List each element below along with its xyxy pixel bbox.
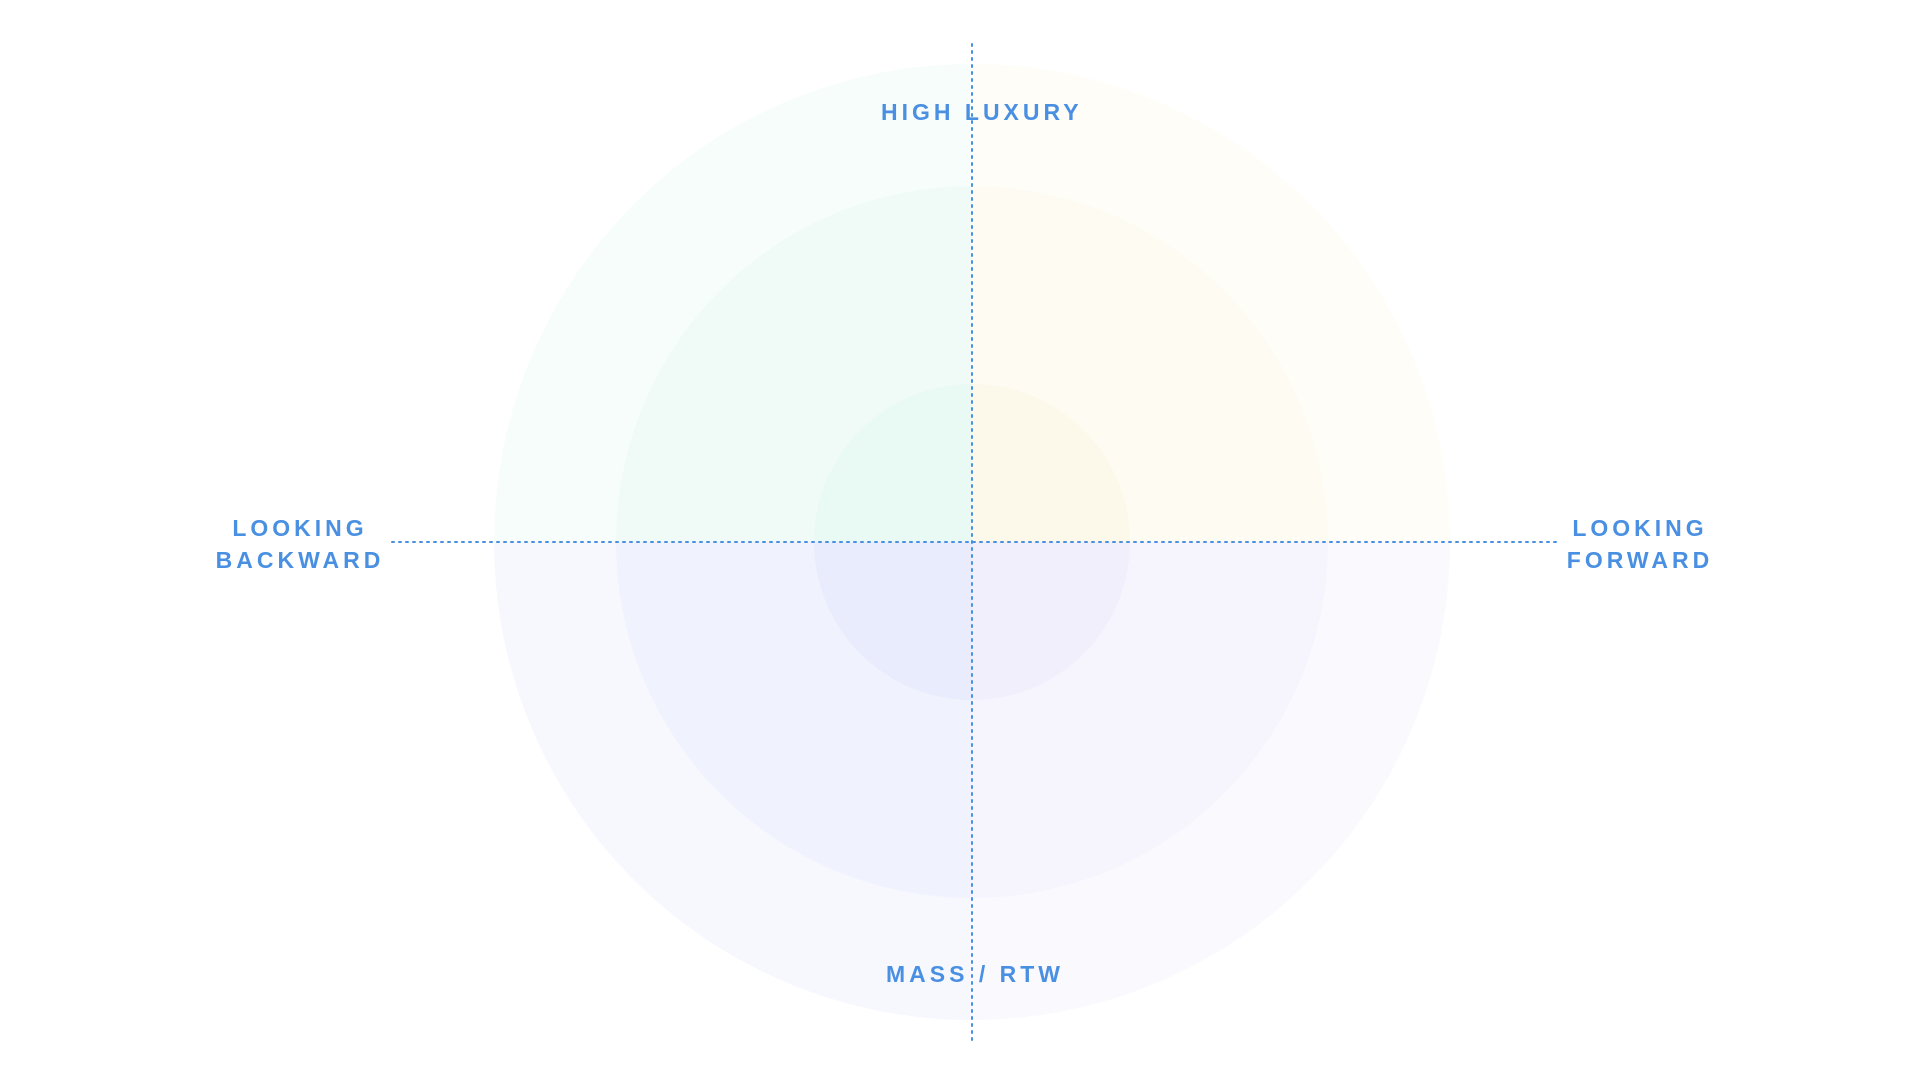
quadrant-bottom-right xyxy=(972,542,1450,1020)
axis-label-top-text: HIGH LUXURY xyxy=(881,99,1083,125)
ring-inner xyxy=(814,542,972,700)
ring-middle xyxy=(972,542,1328,898)
ring-outer xyxy=(972,542,1450,1020)
quadrant-bottom-left xyxy=(494,542,972,1020)
ring-inner xyxy=(972,542,1130,700)
quadrant-top-right xyxy=(972,64,1450,542)
quadrant-top-left xyxy=(494,64,972,542)
axis-label-top: HIGH LUXURY xyxy=(881,96,1083,128)
axis-label-left-line2: BACKWARD xyxy=(215,547,385,573)
axis-label-left: LOOKING BACKWARD xyxy=(200,512,400,576)
axis-label-right: LOOKING FORWARD xyxy=(1540,512,1740,576)
axis-label-bottom: MASS / RTW xyxy=(881,958,1069,990)
ring-outer xyxy=(494,542,972,1020)
axis-label-right-line2: FORWARD xyxy=(1566,547,1714,573)
axis-label-right-line1: LOOKING xyxy=(1572,515,1708,541)
axis-label-left-line1: LOOKING xyxy=(232,515,368,541)
axis-label-bottom-text: MASS / RTW xyxy=(886,961,1064,987)
ring-middle xyxy=(616,542,972,898)
ring-inner xyxy=(972,384,1130,542)
ring-outer xyxy=(972,64,1450,542)
ring-outer xyxy=(494,64,972,542)
